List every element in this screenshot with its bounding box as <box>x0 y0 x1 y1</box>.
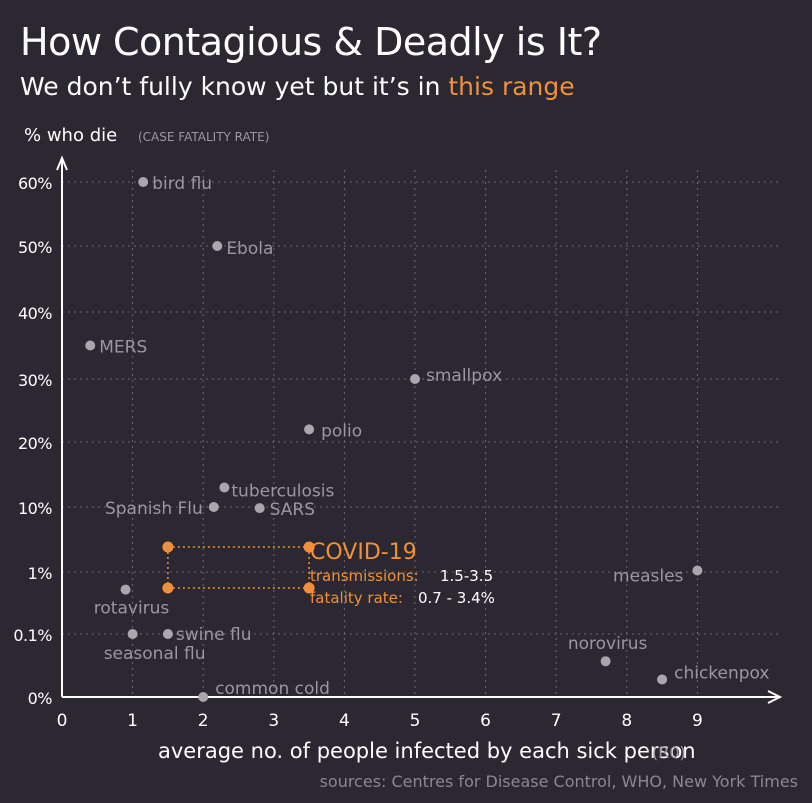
data-point <box>254 503 265 514</box>
y-tick-label: 50% <box>18 238 52 257</box>
subtitle-highlight: this range <box>448 72 575 101</box>
data-point <box>208 502 219 512</box>
x-tick-label: 4 <box>339 711 350 731</box>
x-axis-label: average no. of people infected by each s… <box>158 739 696 763</box>
source-note: sources: Centres for Disease Control, WH… <box>319 772 798 791</box>
data-point-label: seasonal flu <box>104 644 206 664</box>
data-point <box>410 374 420 384</box>
data-point <box>85 340 96 351</box>
data-point <box>219 482 230 493</box>
data-point-label: smallpox <box>426 366 502 386</box>
data-point-label: measles <box>613 567 683 587</box>
chart-subtitle: We don’t fully know yet but it’s in this… <box>20 72 575 101</box>
y-tick-label: 0% <box>28 689 53 708</box>
y-tick-label: 10% <box>18 499 52 518</box>
data-point-label: Spanish Flu <box>105 499 203 519</box>
y-axis-label-note: (CASE FATALITY RATE) <box>138 130 269 144</box>
data-point <box>162 629 173 639</box>
data-point-label: chickenpox <box>674 663 769 683</box>
covid-transmissions-label: transmissions: <box>310 567 419 585</box>
y-tick-label: 60% <box>18 174 52 193</box>
covid-corner-point <box>162 582 174 594</box>
x-tick-label: 2 <box>198 711 209 731</box>
y-axis-label: % who die <box>24 125 117 146</box>
y-tick-label: 1% <box>28 564 53 583</box>
data-point <box>304 424 315 435</box>
covid-title: COVID-19 <box>310 540 417 565</box>
data-point-label: tuberculosis <box>231 482 334 502</box>
data-point-label: norovirus <box>568 634 648 654</box>
covid-fatality-value: 0.7 - 3.4% <box>418 589 495 607</box>
x-tick-label: 7 <box>551 711 562 731</box>
data-point-label: MERS <box>99 338 147 358</box>
y-tick-label: 20% <box>18 434 52 453</box>
data-point-label: SARS <box>270 500 315 520</box>
x-tick-label: 1 <box>127 711 138 731</box>
y-axis-arrow <box>56 155 68 171</box>
x-tick-label: 3 <box>268 711 279 731</box>
data-point-label: rotavirus <box>94 599 170 619</box>
data-point-label: polio <box>321 421 362 441</box>
covid-corner-point <box>162 541 174 553</box>
data-point <box>127 629 138 639</box>
data-point-label: common cold <box>215 679 330 699</box>
data-point <box>657 674 668 685</box>
data-point <box>120 584 131 595</box>
data-point <box>212 241 223 251</box>
covid-fatality-label: fatality rate: <box>310 589 403 607</box>
x-tick-label: 6 <box>480 711 491 731</box>
x-axis-label-note: (R0) <box>652 743 686 762</box>
covid-corner-point <box>303 541 315 553</box>
y-tick-label: 40% <box>18 304 52 323</box>
x-axis-arrow <box>767 690 783 704</box>
data-point <box>138 177 149 187</box>
chart-title: How Contagious & Deadly is It? <box>20 20 602 64</box>
data-point-label: bird flu <box>152 174 212 194</box>
data-point-label: swine flu <box>176 625 252 645</box>
x-tick-label: 8 <box>621 711 632 731</box>
data-point <box>692 565 703 576</box>
data-point <box>198 692 209 702</box>
x-tick-label: 5 <box>410 711 421 731</box>
covid-transmissions-value: 1.5-3.5 <box>440 567 493 585</box>
x-tick-label: 9 <box>692 711 703 731</box>
covid-corner-point <box>303 582 315 594</box>
data-point-label: Ebola <box>226 239 273 259</box>
data-point <box>600 656 611 667</box>
x-tick-label: 0 <box>57 711 68 731</box>
y-tick-label: 0.1% <box>13 626 52 645</box>
y-tick-label: 30% <box>18 371 52 390</box>
subtitle-prefix: We don’t fully know yet but it’s in <box>20 72 449 101</box>
